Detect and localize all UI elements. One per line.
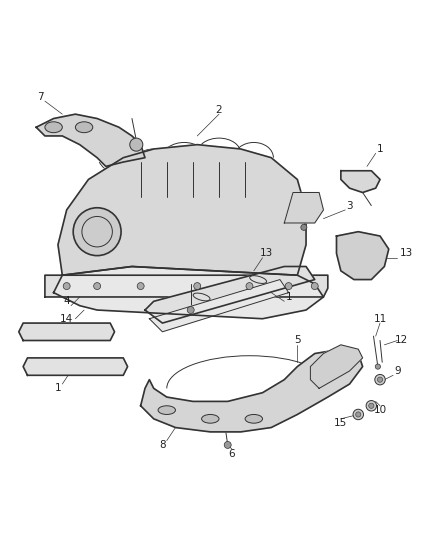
Polygon shape — [58, 144, 306, 275]
Circle shape — [285, 282, 292, 289]
Circle shape — [375, 375, 385, 385]
Text: 1: 1 — [285, 292, 292, 302]
Polygon shape — [284, 192, 323, 223]
Text: 15: 15 — [334, 418, 347, 428]
Ellipse shape — [201, 415, 219, 423]
Circle shape — [366, 400, 377, 411]
Polygon shape — [336, 232, 389, 279]
Ellipse shape — [245, 415, 262, 423]
Circle shape — [301, 224, 307, 230]
Text: 6: 6 — [229, 449, 235, 458]
Polygon shape — [141, 349, 363, 432]
Text: 13: 13 — [260, 248, 273, 259]
Circle shape — [378, 377, 383, 382]
Polygon shape — [19, 323, 115, 341]
Ellipse shape — [158, 406, 176, 415]
Text: 3: 3 — [346, 200, 353, 211]
Text: 2: 2 — [215, 105, 223, 115]
Text: 13: 13 — [399, 248, 413, 259]
Circle shape — [187, 306, 194, 313]
Text: 12: 12 — [395, 335, 408, 345]
Circle shape — [73, 208, 121, 256]
Text: 9: 9 — [394, 366, 401, 376]
Polygon shape — [311, 345, 363, 389]
Text: 5: 5 — [294, 335, 300, 345]
Ellipse shape — [75, 122, 93, 133]
Circle shape — [137, 282, 144, 289]
Circle shape — [353, 409, 364, 419]
Polygon shape — [53, 266, 323, 319]
Text: 10: 10 — [374, 405, 387, 415]
Circle shape — [356, 412, 361, 417]
Polygon shape — [145, 266, 315, 323]
Circle shape — [130, 138, 143, 151]
Circle shape — [375, 364, 381, 369]
Text: 11: 11 — [374, 314, 387, 324]
Text: 4: 4 — [64, 296, 70, 306]
Text: 14: 14 — [60, 314, 73, 324]
Text: 7: 7 — [37, 92, 44, 102]
Ellipse shape — [45, 122, 62, 133]
Circle shape — [94, 282, 101, 289]
Circle shape — [224, 441, 231, 448]
Polygon shape — [23, 358, 127, 375]
Circle shape — [311, 282, 318, 289]
Circle shape — [194, 282, 201, 289]
Polygon shape — [341, 171, 380, 192]
Polygon shape — [149, 279, 289, 332]
Polygon shape — [36, 114, 145, 166]
Circle shape — [246, 282, 253, 289]
Text: 1: 1 — [377, 144, 383, 154]
Circle shape — [63, 282, 70, 289]
Circle shape — [369, 403, 374, 408]
Text: 1: 1 — [55, 383, 61, 393]
Polygon shape — [45, 275, 328, 297]
Text: 8: 8 — [159, 440, 166, 450]
